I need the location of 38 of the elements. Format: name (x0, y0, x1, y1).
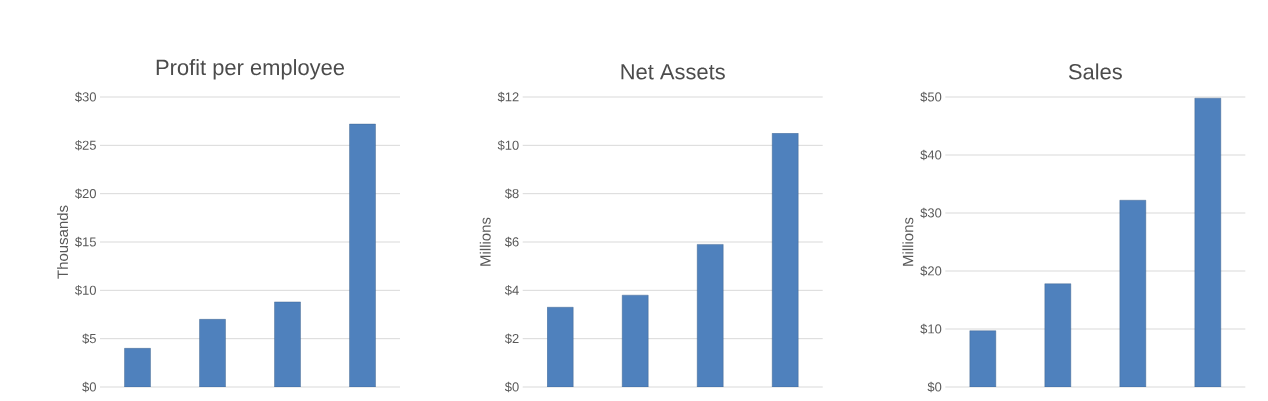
y-axis-title: Millions (902, 217, 914, 266)
y-tick-label: $0 (82, 381, 96, 393)
y-tick-label: $15 (75, 236, 96, 248)
y-tick-label: $5 (82, 333, 96, 344)
y-tick-label: $25 (75, 140, 96, 151)
bar (697, 244, 724, 387)
chart-title: Net Assets (621, 64, 725, 80)
y-tick-label: $40 (920, 149, 942, 161)
y-tick-label: $4 (504, 285, 519, 296)
y-tick-label: $10 (75, 285, 96, 296)
bar (622, 294, 649, 387)
y-tick-label: $20 (75, 188, 96, 199)
y-tick-label: $2 (504, 333, 519, 344)
chart-title: Profit per employee (156, 59, 345, 80)
bar (1044, 283, 1072, 387)
y-tick-label: $6 (504, 236, 519, 248)
y-tick-label: $0 (927, 381, 942, 393)
y-tick-label: $0 (504, 381, 519, 393)
y-tick-label: $20 (920, 265, 942, 277)
y-tick-label: $50 (920, 91, 942, 103)
chart-title: Sales (1068, 63, 1122, 80)
y-tick-label: $30 (920, 207, 942, 219)
y-axis-title: Thousands (57, 205, 69, 279)
y-tick-label: $8 (504, 188, 519, 199)
bar (1119, 200, 1147, 387)
bar (969, 330, 997, 387)
y-axis-title: Millions (479, 217, 491, 266)
bar (199, 319, 226, 387)
bar (547, 307, 574, 387)
bar (124, 348, 151, 387)
y-tick-label: $30 (75, 91, 96, 103)
bar (1194, 97, 1222, 387)
bar (772, 133, 799, 387)
y-tick-label: $12 (497, 91, 519, 103)
y-tick-label: $10 (920, 323, 942, 335)
bar (349, 123, 376, 387)
y-tick-label: $10 (497, 140, 519, 151)
bar (274, 301, 301, 387)
